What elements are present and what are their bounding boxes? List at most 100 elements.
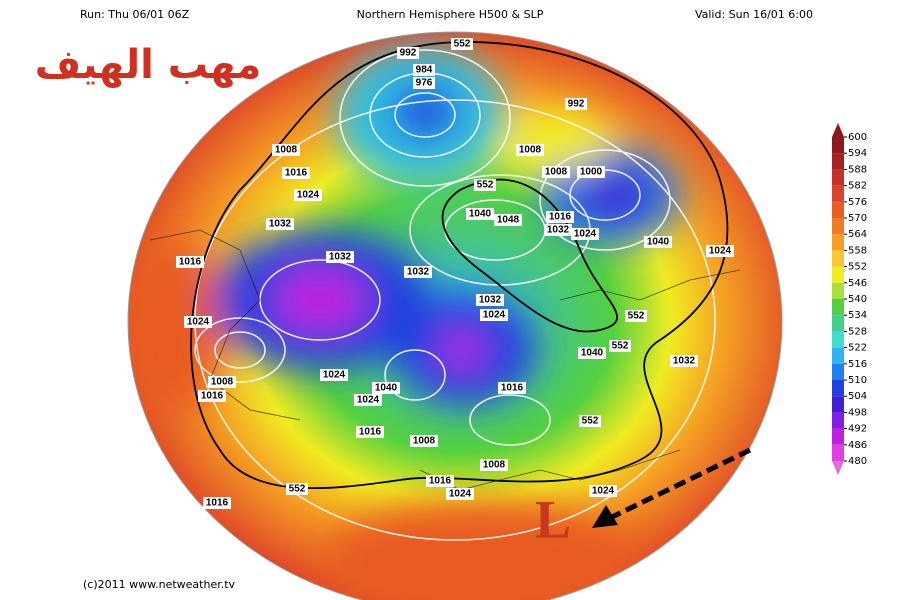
- colorbar-tick-label: 552: [848, 262, 867, 273]
- contour-label-box: [410, 435, 438, 447]
- colorbar-swatch: [832, 218, 844, 235]
- contour-label-box: [480, 459, 508, 471]
- contour-label: 976: [416, 78, 433, 89]
- contour-label: 1000: [580, 167, 603, 178]
- colorbar-tick-label: 588: [848, 164, 867, 175]
- colorbar-swatch: [832, 380, 844, 397]
- contour-label: 1024: [709, 246, 732, 257]
- colorbar-tick-label: 522: [848, 343, 867, 354]
- contour-label-box: [589, 485, 617, 497]
- contour-label: 1048: [497, 215, 520, 226]
- contour-label: 1016: [179, 257, 202, 268]
- contour-label-box: [577, 166, 605, 178]
- contour-label-box: [644, 236, 672, 248]
- contour-label-box: [176, 256, 204, 268]
- map-border: [127, 31, 783, 600]
- colorbar-swatch: [832, 234, 844, 251]
- contour-label-box: [356, 426, 384, 438]
- colorbar-tick-label: 558: [848, 245, 867, 256]
- contour-label: 1024: [297, 190, 320, 201]
- colorbar-tick-label: 486: [848, 440, 867, 451]
- contour-label-box: [474, 179, 496, 191]
- colorbar-swatch: [832, 250, 844, 267]
- colorbar-swatch: [832, 444, 844, 461]
- contour-label: 1032: [269, 219, 292, 230]
- colorbar-swatch: [832, 137, 844, 154]
- contour-label-box: [670, 355, 698, 367]
- contour-label: 1024: [574, 229, 597, 240]
- colorbar-swatch: [832, 347, 844, 364]
- contour-label-box: [184, 316, 212, 328]
- contour-label-box: [326, 251, 354, 263]
- contour-label-box: [198, 390, 226, 402]
- contour-label: 1008: [483, 460, 506, 471]
- contour-label: 1024: [187, 317, 210, 328]
- contour-label: 1008: [545, 167, 568, 178]
- arrow: [592, 447, 752, 528]
- colorbar-tick-label: 600: [848, 132, 867, 143]
- colorbar-tick-label: 594: [848, 148, 867, 159]
- colorbar: 600 594 588 582 576 570 564 558 552 546 540 534 528 5…: [832, 123, 867, 475]
- overlay-title: مهب الهيف: [35, 42, 262, 88]
- contour-label-box: [404, 266, 432, 278]
- colorbar-tick-label: 576: [848, 197, 867, 208]
- contour-label: 1024: [483, 310, 506, 321]
- colorbar-tick-label: 528: [848, 326, 867, 337]
- colorbar-cap: [832, 123, 844, 137]
- contour-label-box: [266, 218, 294, 230]
- colorbar-tick-label: 540: [848, 294, 867, 305]
- contour-label: 552: [289, 484, 306, 495]
- contour-label-box: [480, 309, 508, 321]
- contour-label-box: [426, 475, 454, 487]
- contour-label-box: [546, 211, 574, 223]
- colorbar-swatch: [832, 315, 844, 332]
- colorbar-swatch: [832, 169, 844, 186]
- colorbar-tick-label: 546: [848, 278, 867, 289]
- contour-label: 984: [416, 65, 433, 76]
- contour-label: 1008: [519, 145, 542, 156]
- contour-label-box: [354, 394, 382, 406]
- low-marker: L: [535, 489, 571, 549]
- contour-label-box: [446, 488, 474, 500]
- contour-label-box: [272, 144, 300, 156]
- contour-label: 1040: [469, 209, 492, 220]
- contour-label: 1040: [581, 348, 604, 359]
- colorbar-tick-label: 510: [848, 375, 867, 386]
- colorbar-tick-label: 498: [848, 407, 867, 418]
- contour-label-box: [320, 369, 348, 381]
- contour-label-box: [451, 38, 473, 50]
- contour-label-box: [494, 214, 522, 226]
- contour-label-box: [476, 294, 504, 306]
- contour-label-box: [397, 47, 419, 59]
- colorbar-swatch: [832, 282, 844, 299]
- contour-label-box: [544, 224, 572, 236]
- colorbar-tick-label: 534: [848, 310, 867, 321]
- contour-label-box: [286, 483, 308, 495]
- colorbar-tick-label: 480: [848, 456, 867, 467]
- colorbar-swatch: [832, 396, 844, 413]
- contour-label: 552: [454, 39, 471, 50]
- contour-label-box: [516, 144, 544, 156]
- contour-label-box: [625, 310, 647, 322]
- contour-label-box: [294, 189, 322, 201]
- contour-label: 1032: [673, 356, 696, 367]
- colorbar-swatch: [832, 153, 844, 170]
- contour-label: 552: [628, 311, 645, 322]
- contour-label-box: [609, 340, 631, 352]
- colorbar-swatch: [832, 363, 844, 380]
- colorbar-tick-label: 492: [848, 424, 867, 435]
- contour-label: 1032: [329, 252, 352, 263]
- contour-label-box: [542, 166, 570, 178]
- contour-label: 1008: [211, 377, 234, 388]
- contour-label: 1032: [479, 295, 502, 306]
- contour-label-box: [498, 382, 526, 394]
- run-label: Run: Thu 06/01 06Z: [80, 8, 190, 21]
- colorbar-tick-label: 516: [848, 359, 867, 370]
- colorbar-swatch: [832, 266, 844, 283]
- contour-label: 1024: [449, 489, 472, 500]
- colorbar-tick-label: 564: [848, 229, 867, 240]
- contour-label: 1008: [413, 436, 436, 447]
